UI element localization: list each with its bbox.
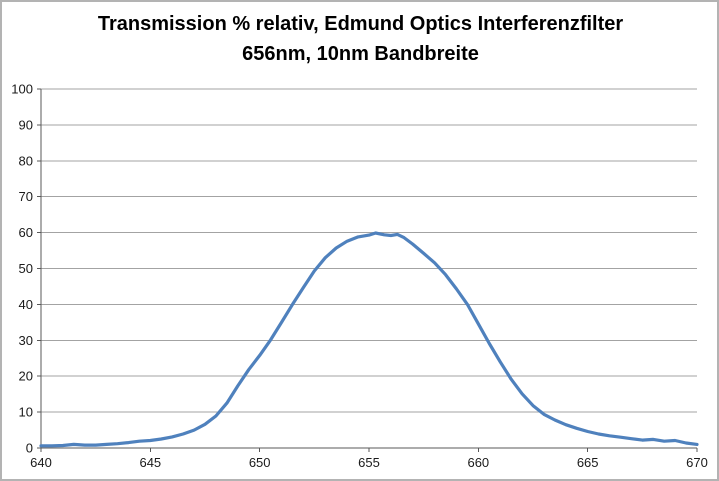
y-tick-label: 70 [19,189,33,204]
series-line [39,231,699,448]
y-tick-label: 60 [19,225,33,240]
y-tick-label: 20 [19,369,33,384]
y-tick-label: 90 [19,117,33,132]
y-tick-label: 100 [11,82,33,97]
y-tick-label: 0 [26,441,33,456]
x-tick-label: 655 [358,455,380,470]
x-tick-label: 640 [30,455,52,470]
chart-title-line-1: Transmission % relativ, Edmund Optics In… [97,13,624,35]
x-tick-label: 670 [686,455,708,470]
chart-title: Transmission % relativ, Edmund Optics In… [2,9,717,69]
y-tick-label: 50 [19,261,33,276]
x-tick-label: 660 [467,455,489,470]
y-tick-label: 40 [19,297,33,312]
y-tick-label: 30 [19,333,33,348]
chart-title-line-2: 656nm, 10nm Bandbreite [242,43,479,65]
y-tick-label: 10 [19,405,33,420]
x-tick-label: 645 [139,455,161,470]
x-tick-label: 650 [249,455,271,470]
y-tick-label: 80 [19,153,33,168]
x-tick-label: 665 [577,455,599,470]
